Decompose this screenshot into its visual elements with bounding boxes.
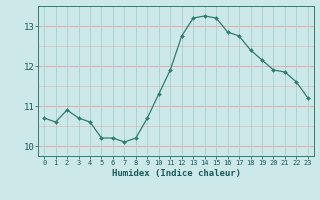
X-axis label: Humidex (Indice chaleur): Humidex (Indice chaleur)	[111, 169, 241, 178]
